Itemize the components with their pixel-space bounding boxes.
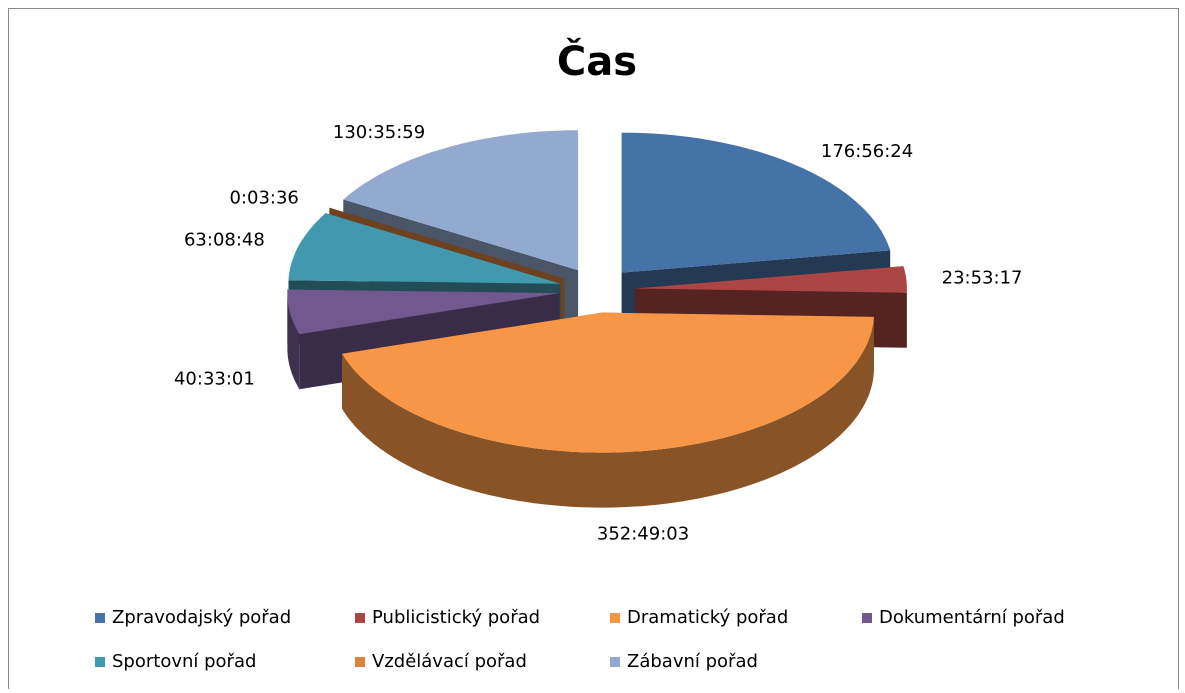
- data-label: 40:33:01: [174, 369, 255, 390]
- data-label: 63:08:48: [184, 229, 265, 250]
- legend-label: Vzdělávací pořad: [372, 651, 527, 672]
- data-label: 176:56:24: [821, 141, 913, 162]
- data-label: 0:03:36: [229, 188, 298, 209]
- legend-label: Zábavní pořad: [627, 651, 758, 672]
- data-label: 130:35:59: [333, 122, 425, 143]
- legend-swatch: [355, 613, 365, 623]
- legend-label: Publicistický pořad: [372, 607, 540, 628]
- legend-swatch: [862, 613, 872, 623]
- legend-swatch: [355, 657, 365, 667]
- chart-title: Čas: [557, 37, 637, 85]
- data-label: 23:53:17: [942, 267, 1023, 288]
- legend-swatch: [95, 657, 105, 667]
- legend-swatch: [610, 613, 620, 623]
- legend-label: Zpravodajský pořad: [112, 607, 291, 628]
- legend-label: Sportovní pořad: [112, 651, 256, 672]
- legend-label: Dokumentární pořad: [879, 607, 1065, 628]
- legend-label: Dramatický pořad: [627, 607, 788, 628]
- legend-swatch: [95, 613, 105, 623]
- legend-swatch: [610, 657, 620, 667]
- data-label: 352:49:03: [597, 523, 689, 544]
